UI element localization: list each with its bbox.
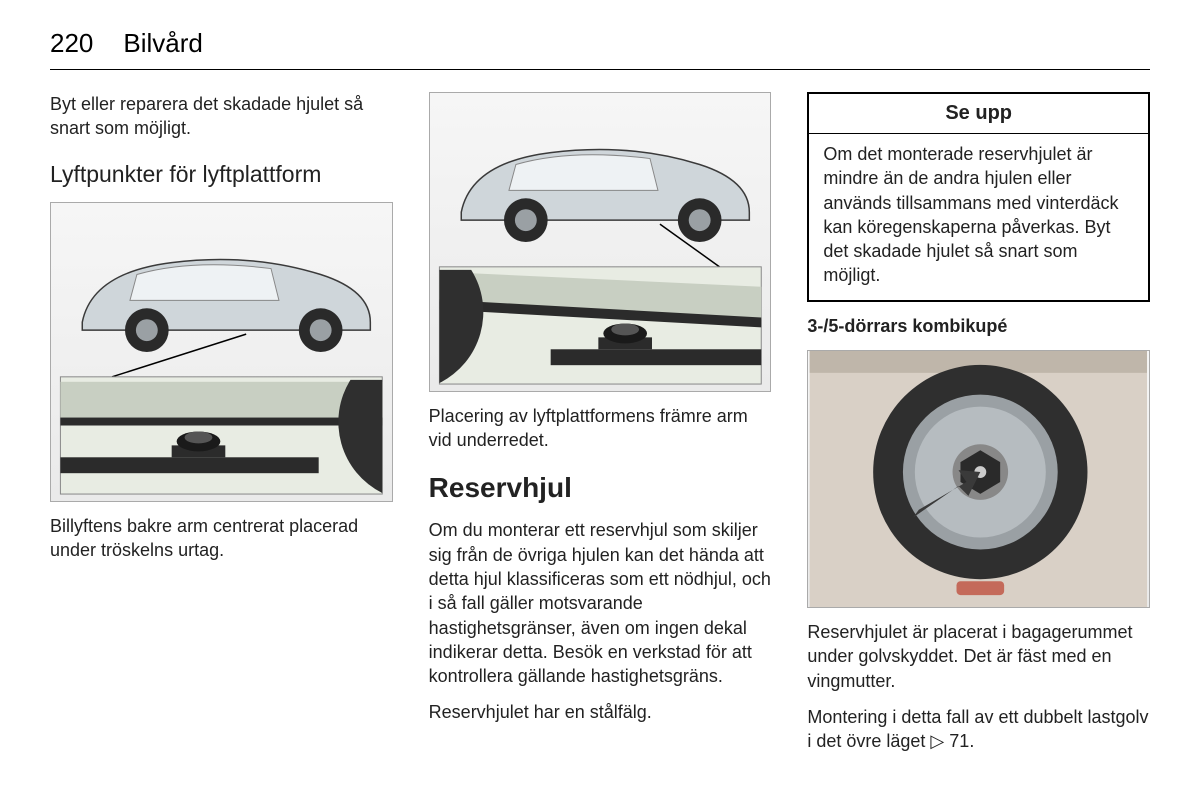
spare-wheel-body-1: Om du monterar ett reservhjul som skilje… [429, 518, 772, 688]
caption-double-floor-suffix: . [969, 731, 974, 751]
intro-text: Byt eller reparera det skadade hjulet så… [50, 92, 393, 141]
caption-rear-jack: Billyftens bakre arm centrerat placerad … [50, 514, 393, 563]
caution-box: Se upp Om det monterade reservhjulet är … [807, 92, 1150, 302]
caution-title: Se upp [809, 94, 1148, 134]
column-1: Byt eller reparera det skadade hjulet så… [50, 92, 393, 754]
heading-spare-wheel: Reservhjul [429, 469, 772, 507]
content-columns: Byt eller reparera det skadade hjulet så… [50, 92, 1150, 754]
subheading-hatchback: 3-/5-dörrars kombikupé [807, 314, 1150, 338]
figure-front-jack-point [429, 92, 772, 392]
chapter-title: Bilvård [123, 28, 202, 59]
xref-arrow-icon: ▷ [930, 731, 944, 751]
car-rear-jack-illustration [51, 203, 392, 501]
spare-wheel-body-2: Reservhjulet har en stålfälg. [429, 700, 772, 724]
caption-front-jack: Placering av lyftplattformens främre arm… [429, 404, 772, 453]
figure-rear-jack-point [50, 202, 393, 502]
column-2: Placering av lyftplattformens främre arm… [429, 92, 772, 754]
page-number: 220 [50, 28, 93, 59]
figure-spare-wheel-trunk [807, 350, 1150, 608]
caption-spare-location: Reservhjulet är placerat i bagagerummet … [807, 620, 1150, 693]
caption-double-floor: Montering i detta fall av ett dubbelt la… [807, 705, 1150, 754]
caution-body: Om det monterade reservhjulet är mindre … [809, 134, 1148, 300]
spare-wheel-illustration [808, 351, 1149, 607]
heading-lift-points: Lyftpunkter för lyftplattform [50, 159, 393, 190]
column-3: Se upp Om det monterade reservhjulet är … [807, 92, 1150, 754]
xref-page: 71 [949, 731, 969, 751]
car-front-jack-illustration [430, 93, 771, 391]
caption-double-floor-text: Montering i detta fall av ett dubbelt la… [807, 707, 1148, 751]
page-header: 220 Bilvård [50, 28, 1150, 70]
